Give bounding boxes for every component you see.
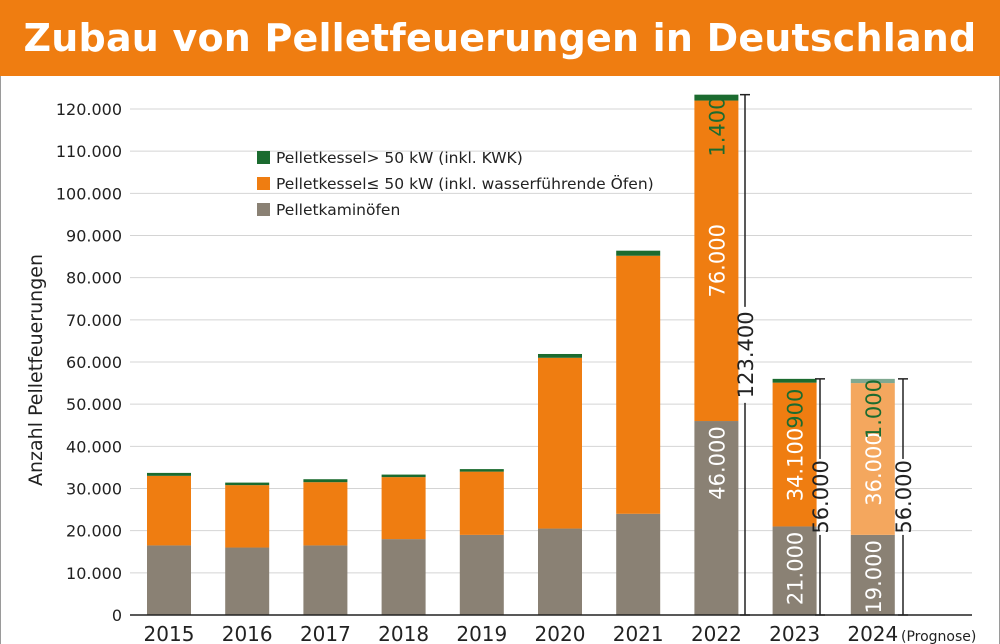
x-tick-label: 2024 (847, 622, 898, 644)
data-label: 21.000 (784, 532, 808, 605)
y-axis: 0 10.000 20.000 30.000 40.000 50.000 60.000 70.… (56, 100, 122, 625)
y-tick-label: 30.000 (66, 480, 122, 499)
bar-segment (147, 472, 191, 476)
legend-swatch (257, 177, 270, 190)
x-tick-label: 2022 (691, 622, 742, 644)
y-tick-label: 110.000 (56, 142, 122, 161)
bar-segment (459, 469, 504, 472)
bar-segment (225, 547, 270, 615)
x-tick-label: 2018 (378, 622, 429, 644)
y-tick-label: 120.000 (56, 100, 122, 119)
bar-segment (616, 250, 661, 256)
bar-segment (459, 471, 504, 535)
bar-segment (225, 485, 270, 548)
x-tick-label: 2023 (769, 622, 820, 644)
bar-segment (538, 528, 582, 615)
chart-title: Zubau von Pelletfeuerungen in Deutschlan… (23, 16, 977, 60)
bar-segment (538, 357, 582, 529)
legend-swatch (257, 203, 270, 216)
bar-segment (381, 477, 426, 540)
y-tick-label: 60.000 (66, 353, 122, 372)
bar-segment (616, 255, 661, 514)
data-label: 19.000 (862, 540, 886, 613)
bar-segment (147, 545, 191, 615)
bar-segment (694, 421, 739, 615)
bar-segment (850, 378, 895, 384)
y-tick-label: 10.000 (66, 564, 122, 583)
y-tick-label: 90.000 (66, 227, 122, 246)
bar-segment (538, 353, 582, 358)
bar-segment (850, 534, 895, 615)
x-tick-label: 2020 (535, 622, 586, 644)
bar-segment (772, 378, 817, 383)
bar-segment (225, 482, 270, 486)
forecast-note: (Prognose) (901, 629, 976, 644)
total-label: 56.000 (809, 460, 833, 533)
bar-segment (381, 474, 426, 478)
y-axis-label: Anzahl Pelletfeuerungen (25, 254, 47, 486)
data-label: 76.000 (705, 224, 729, 297)
bar-segment (303, 482, 348, 546)
bar-segment (772, 526, 817, 615)
bar-segment (303, 479, 348, 483)
y-tick-label: 100.000 (56, 184, 122, 203)
x-tick-label: 2021 (613, 622, 664, 644)
total-label: 56.000 (892, 460, 916, 533)
y-tick-label: 0 (112, 606, 122, 625)
title-banner: Zubau von Pelletfeuerungen in Deutschlan… (0, 0, 1000, 76)
bar-segment (772, 382, 817, 527)
bar-segment (694, 100, 739, 422)
bar-segment (459, 534, 504, 615)
bar-segment (850, 383, 895, 535)
x-tick-label: 2019 (456, 622, 507, 644)
y-tick-label: 50.000 (66, 395, 122, 414)
legend-swatch (257, 151, 270, 164)
data-label: 900 (784, 389, 808, 429)
data-label: 1.000 (862, 379, 886, 439)
total-label: 123.400 (734, 311, 758, 398)
legend: Pelletkessel> 50 kW (inkl. KWK) Pelletkes… (257, 149, 654, 219)
bar-segment (381, 539, 426, 615)
total-markers: 123.400 56.000 56.000 (734, 93, 916, 616)
data-label: 46.000 (705, 426, 729, 499)
x-tick-label: 2017 (300, 622, 351, 644)
bar-segment (694, 94, 739, 101)
y-tick-label: 40.000 (66, 437, 122, 456)
x-axis: 2015 2016 2017 2018 2019 2020 2021 2022 2023 2024… (130, 614, 976, 644)
bar-segment (616, 513, 661, 615)
x-tick-label: 2016 (222, 622, 273, 644)
legend-entry: Pelletkessel> 50 kW (inkl. KWK) (276, 149, 523, 167)
y-tick-label: 70.000 (66, 311, 122, 330)
y-tick-label: 20.000 (66, 522, 122, 541)
legend-entry: Pelletkessel≤ 50 kW (inkl. wasserführend… (276, 174, 654, 193)
x-tick-label: 2015 (144, 622, 195, 644)
data-label: 36.000 (862, 432, 886, 505)
data-label: 34.100 (784, 428, 808, 501)
bar-segment (147, 475, 191, 546)
bar-segment (303, 545, 348, 615)
y-tick-label: 80.000 (66, 269, 122, 288)
data-label: 1.400 (705, 97, 729, 157)
legend-entry: Pelletkaminöfen (276, 201, 400, 219)
